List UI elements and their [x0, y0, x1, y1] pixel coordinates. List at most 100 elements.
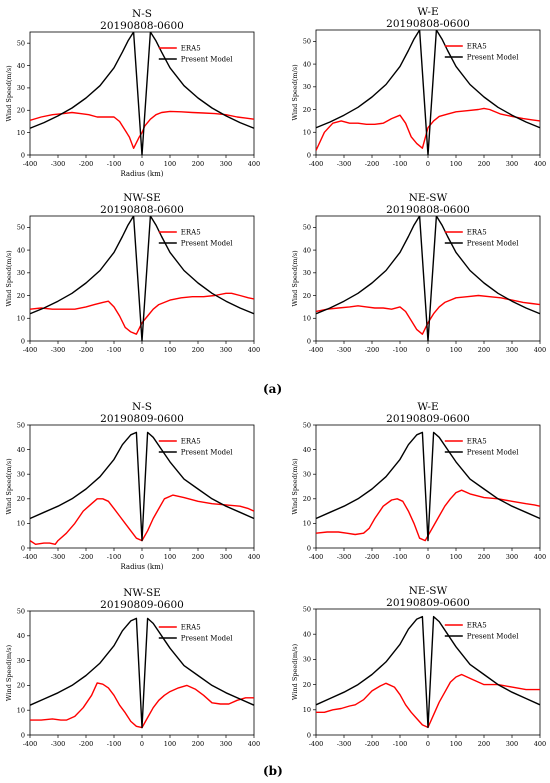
x-tick-label: 100	[450, 740, 462, 748]
y-axis-label: Wind Speed(m/s)	[291, 250, 299, 307]
x-tick-label: 400	[534, 160, 546, 168]
series-line-present-model	[316, 431, 540, 542]
legend-label: Present Model	[467, 633, 519, 641]
y-tick-label: 10	[17, 520, 25, 528]
y-tick-label: 0	[307, 544, 311, 552]
legend-label: ERA5	[467, 622, 487, 630]
y-tick-label: 50	[17, 607, 25, 615]
x-tick-label: -100	[107, 740, 122, 748]
y-tick-label: 20	[303, 495, 311, 503]
x-tick-label: 400	[248, 740, 260, 748]
x-tick-label: -400	[23, 160, 38, 168]
y-tick-label: 40	[17, 246, 25, 254]
y-tick-label: 0	[21, 731, 25, 739]
series-line-present-model	[316, 615, 540, 729]
y-tick-label: 50	[17, 224, 25, 232]
legend-label: ERA5	[467, 229, 487, 237]
series-line-present-model	[316, 216, 540, 341]
y-tick-label: 20	[17, 682, 25, 690]
y-tick-label: 0	[307, 151, 311, 159]
y-tick-label: 30	[17, 657, 25, 665]
x-tick-label: 0	[426, 553, 430, 561]
x-tick-label: 300	[506, 160, 518, 168]
y-axis-label: Wind Speed(m/s)	[5, 250, 13, 307]
y-tick-label: 0	[307, 731, 311, 739]
chart-subtitle: 20190809-0600	[386, 413, 470, 425]
x-tick-label: 400	[534, 740, 546, 748]
x-tick-label: 300	[220, 740, 232, 748]
x-tick-label: 0	[140, 740, 144, 748]
y-tick-label: 40	[17, 62, 25, 70]
y-tick-label: 40	[17, 446, 25, 454]
chart-title: N-S	[132, 401, 152, 413]
x-tick-label: 100	[164, 740, 176, 748]
chart-title: NE-SW	[409, 192, 448, 204]
legend-label: ERA5	[181, 438, 201, 446]
legend-label: ERA5	[181, 45, 201, 53]
y-tick-label: 20	[303, 681, 311, 689]
x-tick-label: 100	[164, 160, 176, 168]
chart-subtitle: 20190808-0600	[386, 18, 470, 30]
series-line-era5	[316, 489, 540, 542]
y-tick-label: 30	[17, 269, 25, 277]
y-tick-label: 0	[21, 151, 25, 159]
y-tick-label: 0	[307, 337, 311, 345]
x-tick-label: -400	[309, 346, 324, 354]
x-tick-label: -300	[51, 740, 66, 748]
y-tick-label: 10	[17, 129, 25, 137]
x-tick-label: -200	[79, 346, 94, 354]
panel-label-b: (b)	[263, 764, 283, 778]
x-tick-label: -100	[107, 160, 122, 168]
x-tick-label: 400	[248, 346, 260, 354]
x-tick-label: 300	[220, 346, 232, 354]
x-tick-label: 200	[478, 160, 490, 168]
x-tick-label: 300	[506, 553, 518, 561]
series-line-present-model	[30, 431, 254, 542]
y-tick-label: 10	[303, 520, 311, 528]
x-tick-label: -100	[393, 553, 408, 561]
legend-label: ERA5	[181, 624, 201, 632]
y-tick-label: 50	[303, 224, 311, 232]
chart-title: N-S	[132, 8, 152, 20]
x-tick-label: -400	[309, 740, 324, 748]
y-tick-label: 30	[17, 471, 25, 479]
y-axis-label: Wind Speed(m/s)	[291, 643, 299, 700]
y-tick-label: 40	[303, 60, 311, 68]
y-tick-label: 30	[303, 83, 311, 91]
y-tick-label: 10	[17, 707, 25, 715]
series-line-era5	[30, 682, 254, 729]
y-tick-label: 0	[21, 337, 25, 345]
y-tick-label: 30	[303, 471, 311, 479]
series-line-era5	[30, 110, 254, 150]
legend-label: ERA5	[467, 43, 487, 51]
x-tick-label: 100	[450, 553, 462, 561]
x-tick-label: -200	[365, 160, 380, 168]
x-tick-label: 200	[192, 553, 204, 561]
x-tick-label: 200	[192, 740, 204, 748]
x-tick-label: -300	[337, 553, 352, 561]
x-tick-label: -200	[79, 160, 94, 168]
x-tick-label: 100	[164, 346, 176, 354]
x-tick-label: -400	[23, 740, 38, 748]
chart-subtitle: 20190808-0600	[386, 204, 470, 216]
x-tick-label: 400	[534, 346, 546, 354]
chart-title: W-E	[417, 6, 438, 18]
x-tick-label: 0	[140, 346, 144, 354]
y-tick-label: 10	[303, 315, 311, 323]
legend-label: Present Model	[467, 240, 519, 248]
panel-label-a: (a)	[263, 382, 283, 396]
y-tick-label: 50	[303, 421, 311, 429]
series-line-era5	[316, 294, 540, 335]
x-axis-label: Radius (km)	[121, 563, 164, 571]
legend-label: Present Model	[467, 449, 519, 457]
legend-label: Present Model	[181, 56, 233, 64]
series-line-era5	[316, 107, 540, 151]
x-tick-label: -200	[365, 553, 380, 561]
legend-label: Present Model	[181, 449, 233, 457]
y-tick-label: 50	[303, 605, 311, 613]
